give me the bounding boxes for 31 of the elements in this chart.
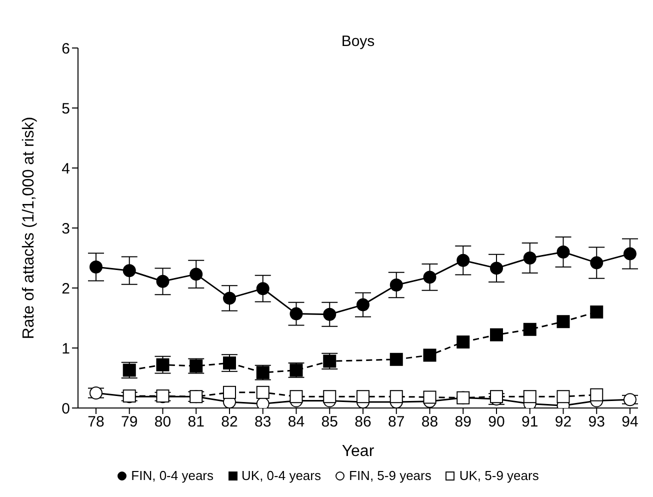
legend-label: FIN, 5-9 years <box>348 468 432 483</box>
x-tick-label: 89 <box>454 414 472 431</box>
y-tick-label: 3 <box>62 220 70 238</box>
legend-label: UK, 0-4 years <box>240 468 321 483</box>
x-tick-label: 79 <box>121 414 138 431</box>
y-tick-label: 4 <box>62 160 70 178</box>
legend-label: UK, 5-9 years <box>458 468 539 483</box>
x-axis-title: Year <box>342 443 375 460</box>
x-tick-label: 81 <box>188 414 204 431</box>
x-tick-label: 86 <box>354 414 372 431</box>
legend-label: FIN, 0-4 years <box>130 468 214 483</box>
x-tick-label: 83 <box>254 414 272 431</box>
x-tick-label: 82 <box>221 414 238 431</box>
x-tick-label: 91 <box>522 414 538 431</box>
x-tick-label: 84 <box>288 414 305 431</box>
x-tick-label: 87 <box>388 414 405 431</box>
x-tick-label: 92 <box>554 414 572 431</box>
x-tick-label: 85 <box>321 414 338 431</box>
chart-title: Boys <box>341 33 375 50</box>
x-tick-label: 80 <box>154 414 172 431</box>
x-tick-label: 94 <box>622 414 638 431</box>
y-tick-label: 5 <box>62 100 70 118</box>
x-tick-label: 78 <box>88 414 104 431</box>
y-tick-label: 2 <box>62 280 70 298</box>
x-tick-label: 88 <box>421 414 438 431</box>
x-tick-label: 90 <box>488 414 505 431</box>
x-tick-label: 93 <box>588 414 605 431</box>
y-axis-title: Rate of attacks (1/1,000 at risk) <box>20 116 38 340</box>
y-tick-label: 6 <box>62 40 70 58</box>
y-tick-label: 0 <box>62 400 70 418</box>
y-tick-label: 1 <box>62 340 70 358</box>
